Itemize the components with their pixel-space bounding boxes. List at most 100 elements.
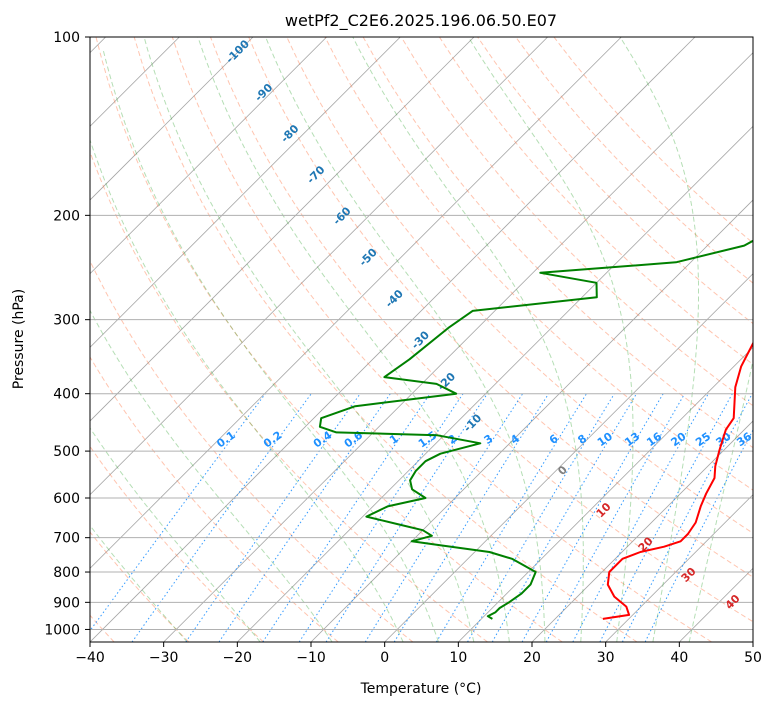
y-tick-label: 400 [53, 387, 80, 403]
wetbulb-label: -30 [409, 328, 432, 351]
potential-temp-label: 30 [679, 565, 699, 585]
dry-adiabat-line [438, 37, 753, 366]
mixing-ratio-label: 3 [482, 432, 496, 447]
plot-frame [89, 36, 754, 643]
background-lines [90, 37, 753, 642]
dry-adiabat-line [90, 445, 264, 642]
mixing-ratio-line [131, 393, 312, 642]
wetbulb-label: -40 [383, 287, 406, 310]
mixing-ratio-line [393, 393, 550, 642]
x-axis: −40 −30 −20 −10 0 10 20 30 40 50 [75, 642, 762, 666]
isotherm-line [605, 494, 753, 642]
mixing-ratio-line [90, 393, 266, 632]
moist-adiabat-line [619, 37, 699, 642]
moist-adiabat-line [90, 138, 404, 642]
pressure-grid [90, 37, 753, 630]
moist-adiabat-line [90, 427, 261, 642]
dry-adiabat-line [171, 37, 712, 642]
dry-adiabat-line [324, 37, 753, 491]
y-axis-label: Pressure (hPa) [11, 289, 27, 389]
y-tick-label: 900 [53, 595, 80, 611]
isotherm-line [90, 37, 401, 348]
wetbulb-label: -60 [330, 204, 353, 227]
wetbulb-label: -90 [252, 81, 275, 104]
mixing-ratio-label: 25 [693, 430, 713, 449]
x-tick-label: −20 [223, 650, 253, 666]
mixing-ratio-line [545, 393, 686, 642]
y-tick-label: 700 [53, 531, 80, 547]
mixing-ratio-line [364, 393, 524, 642]
wetbulb-label: -70 [304, 163, 327, 186]
dry-adiabat-line [248, 37, 753, 578]
moist-adiabat-line [352, 37, 584, 642]
y-tick-label: 200 [53, 208, 80, 224]
x-tick-label: 30 [597, 650, 615, 666]
isotherm-line [90, 37, 622, 569]
dry-adiabat-line [90, 356, 339, 642]
dry-adiabat-line [95, 37, 563, 642]
x-tick-label: 50 [744, 650, 762, 666]
mixing-ratio-label: 13 [622, 430, 642, 449]
dry-adiabat-line [400, 37, 753, 407]
x-tick-label: 0 [380, 650, 389, 666]
isotherm-line [90, 37, 548, 496]
moist-adiabat-line [90, 524, 188, 642]
line-labels: 0.1 0.2 0.4 0.6 1 1.5 2 3 4 6 8 10 13 16 20 25 30 36-100-… [214, 37, 753, 612]
wetbulb-label: -50 [357, 246, 380, 269]
isotherm-line [531, 420, 753, 642]
moist-adiabat-line [265, 37, 546, 642]
dry-adiabat-line [90, 150, 488, 642]
isotherm-line [679, 567, 753, 642]
isotherm-line [90, 37, 327, 275]
mixing-ratio-label: 10 [595, 430, 615, 450]
isotherm-line [163, 52, 753, 642]
isotherm-line [90, 37, 696, 642]
moist-adiabat-line [197, 37, 510, 642]
dry-adiabat-line [553, 37, 753, 244]
mixing-ratio-line [491, 393, 637, 642]
dry-adiabat-line [90, 259, 414, 642]
moist-adiabat-line [467, 37, 634, 642]
wetbulb-label: -80 [278, 122, 301, 145]
x-axis-label: Temperature (°C) [360, 681, 482, 697]
mixing-ratio-label: 1.5 [416, 429, 439, 451]
y-tick-label: 100 [53, 30, 80, 46]
mixing-ratio-label: 0.4 [311, 428, 335, 450]
dry-adiabat-line [515, 37, 753, 284]
mixing-ratio-line [572, 393, 709, 642]
potential-temp-label: 40 [723, 592, 743, 612]
isotherm-line [384, 273, 753, 642]
mixing-ratio-line [521, 393, 664, 642]
y-tick-label: 1000 [44, 622, 80, 638]
moist-adiabat-line [688, 358, 753, 642]
mixing-ratio-line [218, 393, 391, 642]
mixing-ratio-line [298, 393, 464, 642]
potential-temp-label: 10 [594, 500, 614, 520]
y-tick-label: 600 [53, 491, 80, 507]
x-tick-label: −30 [149, 650, 179, 666]
mixing-ratio-label: 4 [508, 432, 522, 447]
x-tick-label: 20 [523, 650, 541, 666]
mixing-ratio-label: 20 [668, 430, 688, 450]
y-axis: 100 200 300 400 500 600 700 800 900 1000 [44, 30, 90, 638]
mixing-ratio-line [599, 393, 733, 642]
moist-adiabat-line [90, 309, 333, 642]
moist-adiabat-line [143, 37, 475, 642]
dry-adiabat-line [133, 37, 638, 642]
mixing-ratio-label: 0.1 [214, 429, 237, 451]
mixing-ratio-line [644, 428, 753, 642]
dry-adiabat-line [90, 531, 190, 642]
x-tick-label: −40 [75, 650, 105, 666]
chart-title: wetPf2_C2E6.2025.196.06.50.E07 [285, 11, 557, 31]
wetbulb-label: -100 [223, 37, 252, 66]
mixing-ratio-label: 6 [547, 432, 561, 447]
mixing-ratio-line [467, 393, 615, 642]
temperature-profile [602, 341, 753, 620]
mixing-ratio-label: 0.2 [261, 429, 284, 451]
x-tick-label: 40 [670, 650, 688, 666]
x-tick-label: −10 [296, 650, 326, 666]
dry-adiabat-line [210, 37, 753, 623]
moist-adiabat-line [102, 49, 439, 642]
potential-temp-label: 0 [555, 463, 570, 478]
